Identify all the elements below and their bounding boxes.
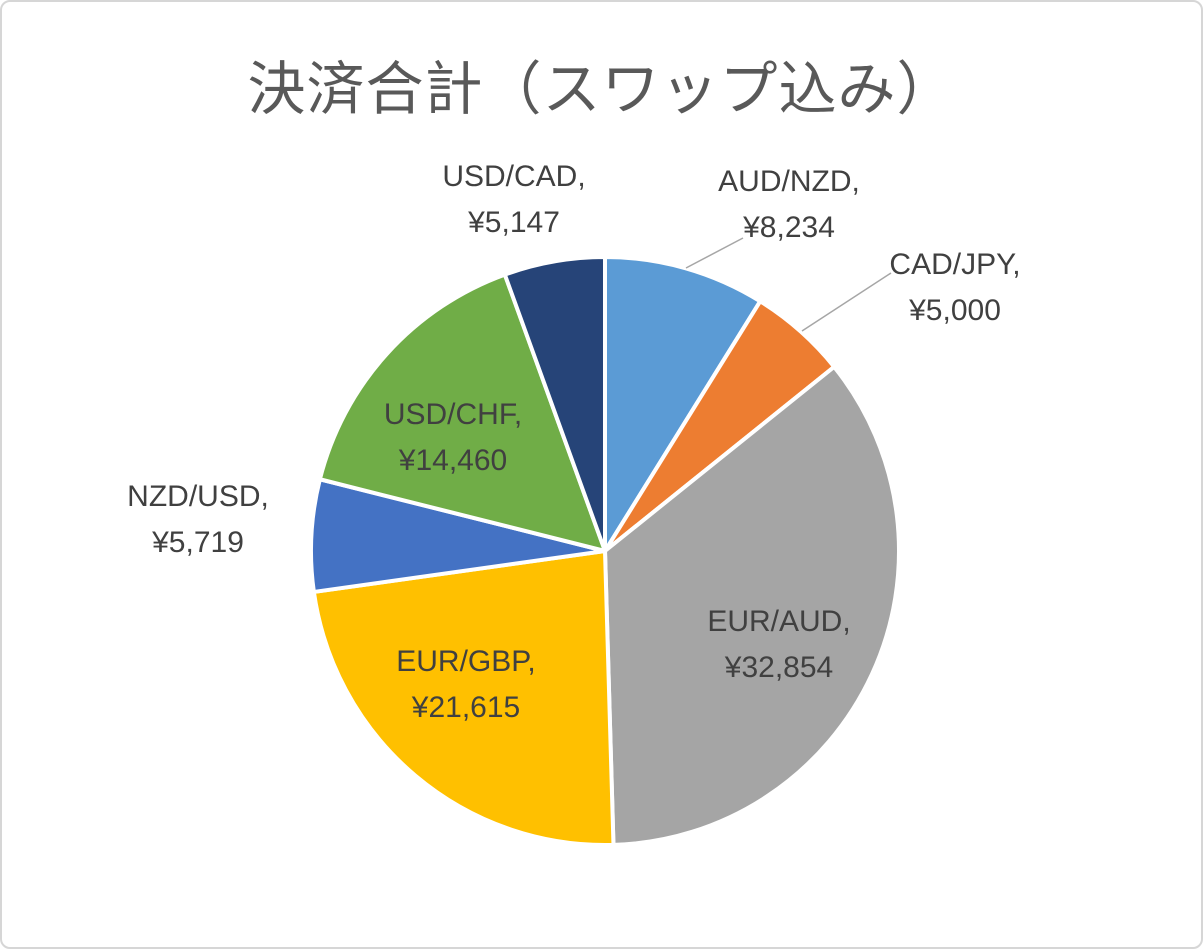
pie-slice-eur-aud[interactable]	[603, 364, 902, 847]
leader-line-cad-jpy	[801, 272, 892, 332]
pie-slice-aud-nzd[interactable]	[603, 255, 763, 553]
chart-title: 決済合計（スワップ込み）	[247, 57, 956, 122]
pie-slice-usd-cad[interactable]	[502, 255, 607, 553]
pie-slice-usd-chf[interactable]	[317, 272, 607, 553]
pie-slice-eur-gbp[interactable]	[311, 549, 616, 847]
leader-line-aud-nzd	[685, 237, 744, 269]
